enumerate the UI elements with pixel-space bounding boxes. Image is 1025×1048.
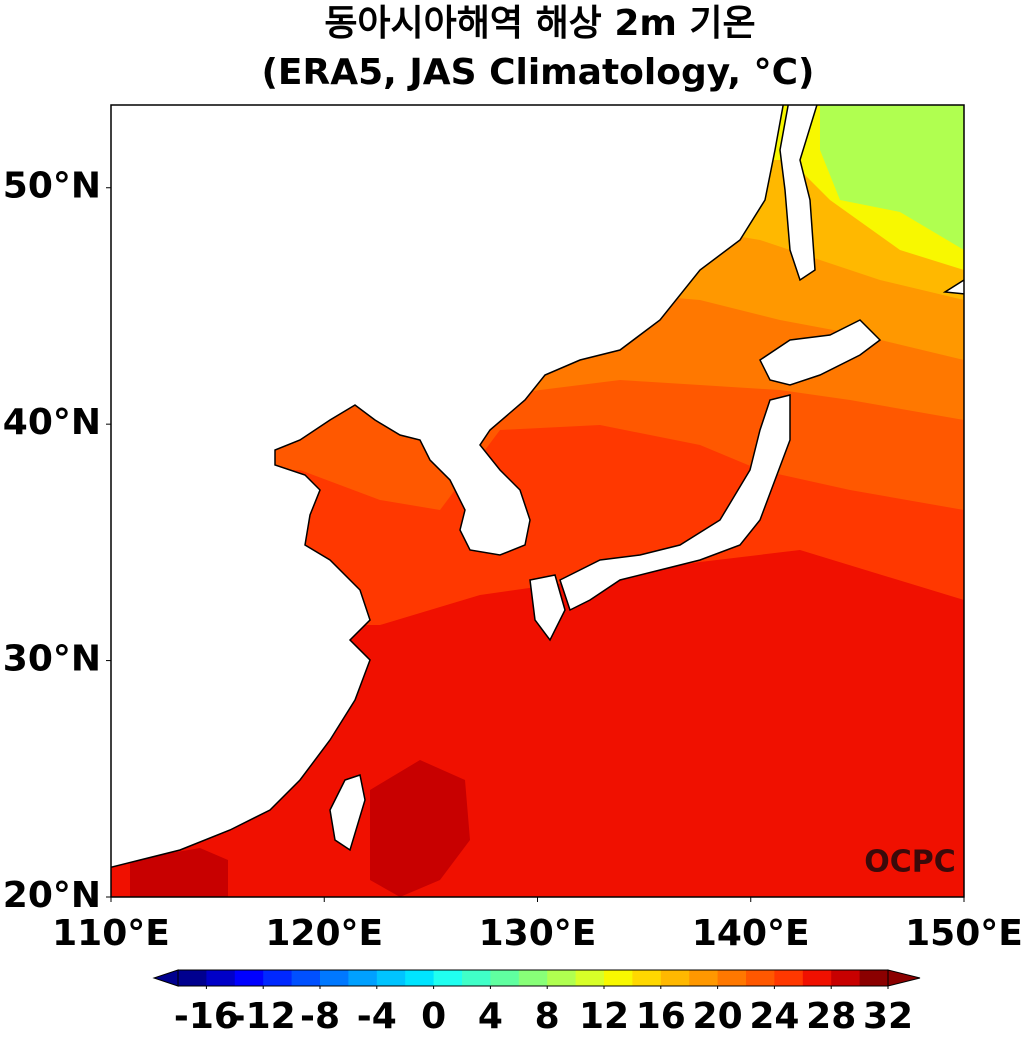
land-taiwan xyxy=(329,774,366,852)
subtitle: (ERA5, JAS Climatology, °C) xyxy=(261,52,814,93)
colorbar-tick-label: -12 xyxy=(231,996,296,1037)
colorbar-bin xyxy=(291,970,321,986)
colorbar-bin xyxy=(320,970,349,986)
colorbar-bin xyxy=(518,970,548,986)
colorbar-tick-label: 16 xyxy=(636,996,686,1037)
y-tick-label: 20°N xyxy=(3,875,101,916)
land-asia xyxy=(111,105,784,869)
colorbar-bin xyxy=(234,970,264,986)
map-area xyxy=(111,105,964,897)
colorbar-bin xyxy=(632,970,662,986)
colorbar-extend-high xyxy=(887,969,921,987)
colorbar-bin xyxy=(774,970,804,986)
colorbar-bin xyxy=(689,970,719,986)
x-tick-label: 110°E xyxy=(52,913,170,954)
colorbar-bin xyxy=(660,970,690,986)
colorbar-bin xyxy=(575,970,605,986)
colorbar-bin xyxy=(717,970,747,986)
colorbar-bin xyxy=(859,970,889,986)
land-kamchatka xyxy=(942,279,964,295)
colorbar-bin xyxy=(462,970,491,986)
colorbar-tick-label: 8 xyxy=(535,996,560,1037)
colorbar-tick-label: 20 xyxy=(693,996,743,1037)
x-tick-label: 150°E xyxy=(905,913,1023,954)
colorbar-bin xyxy=(206,970,236,986)
contour-28 xyxy=(130,760,470,897)
colorbar-tick-label: 12 xyxy=(579,996,629,1037)
land-hokkaido xyxy=(759,319,882,386)
colorbar-bin xyxy=(604,970,633,986)
x-tick-label: 130°E xyxy=(479,913,597,954)
land-sakhalin xyxy=(779,105,818,282)
land-honshu xyxy=(559,394,791,612)
title: 동아시아해역 해상 2m 기온 xyxy=(324,3,755,44)
colorbar-bin xyxy=(490,970,520,986)
y-tick-label: 50°N xyxy=(3,166,101,207)
colorbar-tick-label: 28 xyxy=(806,996,856,1037)
colorbar-bin xyxy=(178,970,207,986)
y-tick-label: 40°N xyxy=(3,402,101,443)
colorbar-tick-label: -8 xyxy=(300,996,340,1037)
colorbar-tick-label: -4 xyxy=(357,996,397,1037)
colorbar-tick-label: 0 xyxy=(421,996,446,1037)
colorbar-bin xyxy=(831,970,861,986)
colorbar-tick-label: 32 xyxy=(863,996,913,1037)
colorbar-bin xyxy=(547,970,577,986)
colorbar-bin xyxy=(433,970,463,986)
x-tick-label: 140°E xyxy=(692,913,810,954)
contour-10 xyxy=(820,105,964,250)
colorbar-bin xyxy=(746,970,775,986)
colorbar-bin xyxy=(802,970,832,986)
colorbar-tick-label: 4 xyxy=(478,996,503,1037)
colorbar-extend-low xyxy=(152,969,179,987)
colorbar-bin xyxy=(405,970,435,986)
colorbar-tick-label: 24 xyxy=(749,996,799,1037)
x-tick-label: 120°E xyxy=(265,913,383,954)
land-kyushu xyxy=(529,574,566,642)
watermark: OCPC xyxy=(864,845,956,880)
colorbar-frame xyxy=(177,969,889,987)
colorbar-tick-label: -16 xyxy=(174,996,239,1037)
colorbar-bin xyxy=(263,970,293,986)
colorbar-bin xyxy=(376,970,406,986)
colorbar-bin xyxy=(348,970,378,986)
y-tick-label: 30°N xyxy=(3,639,101,680)
